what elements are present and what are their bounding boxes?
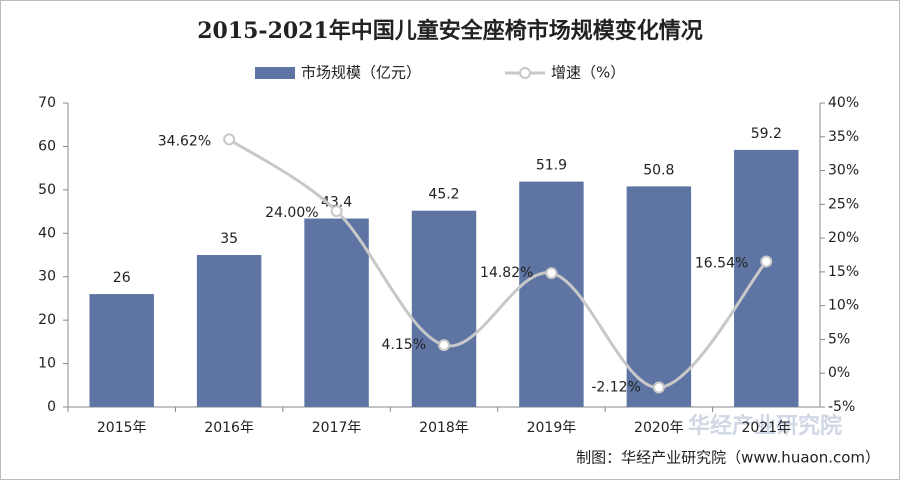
line-value-label: 16.54% (695, 255, 748, 271)
bar (304, 218, 369, 407)
line-value-label: 24.00% (265, 205, 318, 221)
y-tick-label: 50 (38, 182, 56, 198)
x-tick-label: 2015年 (97, 420, 147, 436)
legend-swatch (255, 67, 295, 79)
y-tick-label: 20 (38, 312, 56, 328)
line-value-label: 14.82% (480, 265, 533, 281)
watermark: 华经产业研究院 (688, 413, 842, 439)
y2-tick-label: 0% (828, 365, 850, 381)
bar-value-label: 43.4 (321, 195, 352, 211)
y2-tick-label: 5% (828, 331, 850, 347)
x-tick-label: 2018年 (419, 420, 469, 436)
y2-tick-label: 15% (828, 264, 859, 280)
y2-tick-label: 10% (828, 298, 859, 314)
y2-tick-label: -5% (828, 399, 855, 415)
y-tick-label: 60 (38, 138, 56, 154)
line-marker (652, 381, 665, 394)
line-value-label: 34.62% (158, 133, 211, 149)
y2-tick-label: 35% (828, 129, 859, 145)
source: 制图：华经产业研究院（www.huaon.com） (576, 449, 880, 467)
x-tick-label: 2020年 (634, 420, 684, 436)
bar-value-label: 26 (113, 270, 131, 286)
bar-value-label: 51.9 (536, 158, 567, 174)
bar (734, 149, 799, 407)
x-tick-label: 2016年 (204, 420, 254, 436)
y-tick-label: 40 (38, 225, 56, 241)
line-marker (330, 205, 343, 218)
bar-value-label: 35 (220, 231, 238, 247)
y-tick-label: 30 (38, 269, 56, 285)
bar-value-label: 50.8 (643, 162, 674, 178)
bar (89, 294, 154, 407)
bar (519, 181, 584, 407)
bar (196, 255, 262, 407)
bar (626, 186, 692, 407)
y-tick-label: 10 (38, 356, 56, 372)
line-marker (760, 255, 773, 268)
y2-tick-label: 20% (828, 230, 859, 246)
y-tick-label: 70 (38, 95, 56, 111)
bar-value-label: 45.2 (428, 187, 459, 203)
legend-label: 市场规模（亿元） (301, 64, 421, 82)
line-marker (438, 339, 450, 352)
y-tick-label: 0 (47, 399, 56, 415)
legend-marker (519, 67, 531, 79)
x-tick-label: 2021年 (741, 420, 791, 436)
y2-tick-label: 25% (828, 196, 859, 212)
y2-tick-label: 40% (828, 95, 859, 111)
x-tick-label: 2019年 (527, 420, 577, 436)
legend-label: 增速（%） (551, 64, 625, 82)
line-value-label: 4.15% (382, 337, 426, 353)
line-marker (223, 133, 236, 146)
line-marker (545, 267, 558, 280)
y2-tick-label: 30% (828, 163, 859, 179)
chart-title: 2015-2021年中国儿童安全座椅市场规模变化情况 (197, 18, 703, 44)
line-value-label: -2.12% (591, 380, 641, 396)
x-tick-label: 2017年 (312, 420, 362, 436)
bar (411, 210, 477, 407)
bar-value-label: 59.2 (751, 126, 782, 142)
